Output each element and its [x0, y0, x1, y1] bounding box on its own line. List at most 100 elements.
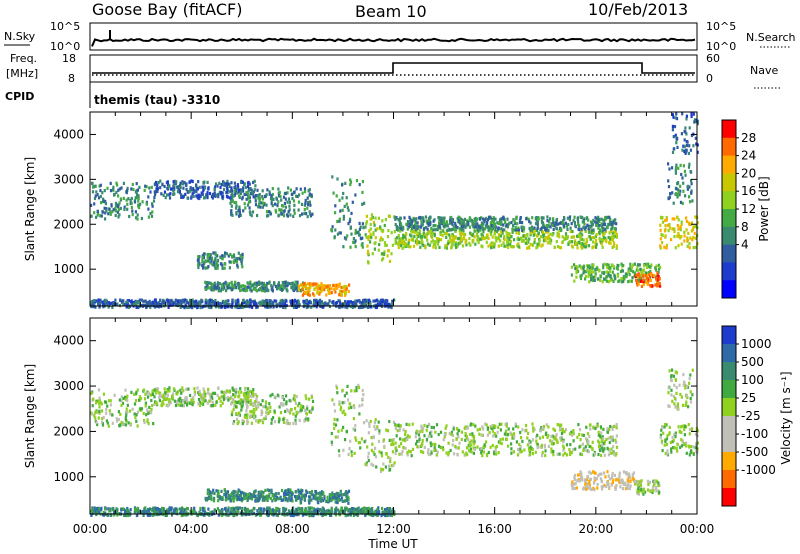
scatter-cell [408, 238, 411, 242]
scatter-cell [438, 444, 441, 448]
scatter-cell [330, 431, 333, 436]
scatter-cell [612, 220, 615, 224]
scatter-cell [582, 267, 585, 271]
scatter-cell [612, 233, 615, 237]
scatter-cell [541, 450, 544, 455]
scatter-cell [685, 132, 688, 136]
scatter-cell [463, 235, 466, 239]
scatter-cell [114, 298, 117, 302]
scatter-cell [656, 271, 659, 275]
scatter-cell [514, 227, 517, 231]
scatter-cell [486, 233, 489, 237]
scatter-cell [659, 246, 662, 250]
scatter-cell [255, 397, 258, 401]
scatter-cell [206, 180, 209, 184]
scatter-cell [355, 438, 358, 442]
scatter-cell [399, 427, 402, 431]
scatter-cell [312, 282, 315, 286]
scatter-cell [246, 413, 249, 417]
scatter-cell [507, 245, 510, 250]
scatter-cell [579, 438, 582, 442]
scatter-cell [503, 234, 506, 238]
scatter-cell [454, 221, 457, 225]
scatter-cell [209, 281, 212, 285]
scatter-cell [602, 271, 605, 275]
scatter-cell [647, 271, 651, 275]
scatter-cell [158, 301, 161, 305]
scatter-cell [495, 236, 498, 241]
scatter-cell [417, 430, 420, 434]
scatter-cell [590, 278, 593, 282]
scatter-cell [232, 393, 235, 397]
scatter-cell [303, 187, 307, 191]
scatter-cell [536, 433, 539, 437]
scatter-cell [365, 463, 368, 467]
scatter-cell [144, 404, 147, 408]
scatter-cell [512, 427, 515, 431]
scatter-cell [328, 284, 331, 288]
scatter-cell [124, 418, 128, 422]
scatter-cell [143, 188, 146, 192]
scatter-cell [471, 434, 474, 438]
scatter-cell [610, 483, 613, 487]
scatter-cell [347, 290, 350, 294]
scatter-cell [609, 424, 612, 429]
scatter-cell [291, 196, 294, 201]
scatter-cell [573, 482, 576, 486]
scatter-cell [250, 300, 253, 304]
scatter-cell [367, 298, 371, 302]
scatter-cell [597, 474, 600, 478]
scatter-cell [429, 441, 432, 445]
scatter-cell [679, 200, 683, 204]
scatter-cell [105, 209, 108, 213]
scatter-cell [457, 435, 460, 439]
scatter-cell [688, 126, 691, 130]
scatter-cell [254, 203, 258, 207]
scatter-cell [666, 223, 669, 228]
scatter-cell [480, 225, 483, 229]
scatter-cell [295, 284, 298, 288]
scatter-cell [142, 299, 145, 303]
scatter-cell [200, 397, 203, 401]
scatter-cell [609, 278, 612, 282]
scatter-cell [342, 285, 345, 289]
scatter-cell [591, 246, 594, 250]
scatter-cell [545, 423, 548, 427]
scatter-cell [244, 413, 247, 417]
scatter-cell [472, 437, 475, 441]
scatter-cell [575, 271, 578, 275]
colorbar-segment [722, 262, 736, 281]
scatter-cell [272, 197, 275, 201]
scatter-cell [227, 254, 230, 258]
scatter-cell [419, 245, 422, 249]
scatter-cell [159, 391, 162, 395]
scatter-cell [153, 195, 156, 199]
scatter-cell [611, 245, 614, 249]
scatter-cell [518, 237, 521, 242]
scatter-cell [442, 448, 445, 452]
scatter-cell [234, 185, 237, 189]
scatter-cell [270, 418, 273, 422]
scatter-cell [679, 163, 682, 167]
scatter-cell [105, 408, 108, 412]
scatter-cell [258, 193, 261, 197]
scatter-cell [594, 426, 597, 431]
scatter-cell [468, 225, 472, 229]
scatter-cell [407, 240, 410, 244]
scatter-cell [367, 431, 370, 435]
scatter-cell [572, 448, 575, 452]
scatter-cell [229, 397, 232, 401]
scatter-cell [683, 234, 686, 238]
scatter-cell [225, 184, 228, 188]
scatter-cell [98, 401, 101, 406]
scatter-cell [689, 200, 692, 204]
scatter-cell [597, 439, 600, 443]
scatter-cell [632, 263, 635, 267]
scatter-cell [122, 196, 125, 200]
scatter-cell [197, 263, 200, 267]
scatter-cell [529, 221, 532, 225]
scatter-cell [562, 222, 565, 226]
scatter-cell [98, 396, 101, 400]
scatter-cell [601, 280, 604, 284]
scatter-cell [241, 419, 244, 423]
